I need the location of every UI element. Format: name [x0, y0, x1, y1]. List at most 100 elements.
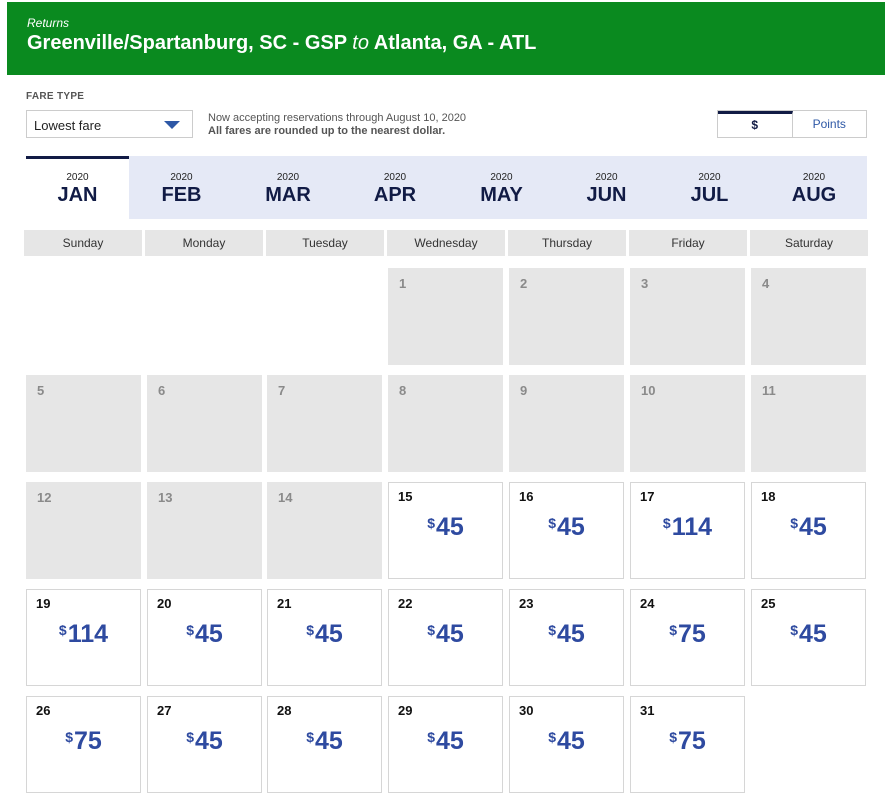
fare-type-select[interactable]: Lowest fare	[26, 110, 193, 138]
fare-price: $45	[752, 513, 865, 542]
day-cell-available[interactable]: 26 $75	[26, 696, 141, 793]
weekday-tuesday: Tuesday	[266, 230, 384, 256]
fare-price: $45	[268, 620, 381, 649]
month-tab-mar[interactable]: 2020 MAR	[234, 156, 342, 219]
day-number: 6	[158, 383, 166, 398]
day-cell-available[interactable]: 23 $45	[509, 589, 624, 686]
day-cell-available[interactable]: 15 $45	[388, 482, 503, 579]
reservation-notice: Now accepting reservations through Augus…	[208, 112, 466, 138]
fare-price: $75	[631, 727, 744, 756]
day-number: 25	[761, 596, 776, 611]
day-number: 29	[398, 703, 413, 718]
day-cell-available[interactable]: 21 $45	[267, 589, 382, 686]
fare-amount: 75	[677, 620, 706, 648]
day-cell-unavailable: 14	[267, 482, 382, 579]
day-cell-available[interactable]: 31 $75	[630, 696, 745, 793]
day-cell-unavailable: 1	[388, 268, 503, 365]
day-cell-unavailable: 5	[26, 375, 141, 472]
month-tab-name: APR	[373, 184, 417, 206]
day-cell-available[interactable]: 25 $45	[751, 589, 866, 686]
day-cell-available[interactable]: 24 $75	[630, 589, 745, 686]
day-number: 31	[640, 703, 655, 718]
month-tab-jan[interactable]: 2020 JAN	[26, 156, 129, 219]
day-cell-available[interactable]: 22 $45	[388, 589, 503, 686]
day-number: 28	[277, 703, 292, 718]
destination-label: Atlanta, GA - ATL	[373, 32, 537, 54]
fare-price: $45	[510, 620, 623, 649]
day-number: 14	[278, 490, 293, 505]
chevron-down-icon	[164, 121, 180, 129]
fare-price: $45	[389, 620, 502, 649]
month-tab-year: 2020	[170, 172, 193, 183]
month-tab-year: 2020	[276, 172, 300, 183]
currency-symbol: $	[427, 729, 435, 745]
day-number: 19	[36, 596, 51, 611]
day-cell-available[interactable]: 20 $45	[147, 589, 262, 686]
day-cell-available[interactable]: 19 $114	[26, 589, 141, 686]
fare-amount: 45	[556, 727, 585, 755]
fare-price: $114	[631, 513, 744, 542]
month-tab-year: 2020	[66, 172, 89, 183]
fare-price: $45	[389, 513, 502, 542]
currency-symbol: $	[186, 622, 194, 638]
month-tab-may[interactable]: 2020 MAY	[448, 156, 555, 219]
day-cell-available[interactable]: 16 $45	[509, 482, 624, 579]
month-tab-year: 2020	[383, 172, 407, 183]
weekday-thursday: Thursday	[508, 230, 626, 256]
fare-price: $45	[510, 513, 623, 542]
day-number: 3	[641, 276, 649, 291]
fare-amount: 45	[194, 620, 223, 648]
month-tabs: 2020 JAN 2020 FEB 2020 MAR 2020 APR 2020 MAY 2020 J…	[26, 156, 867, 219]
fare-price: $45	[752, 620, 865, 649]
fare-type-value: Lowest fare	[34, 118, 102, 133]
currency-symbol: $	[427, 622, 435, 638]
month-tab-jul[interactable]: 2020 JUL	[658, 156, 761, 219]
month-tab-name: JAN	[57, 184, 98, 206]
points-option[interactable]: Points	[812, 117, 846, 131]
dollars-option[interactable]: $	[718, 111, 793, 137]
day-number: 1	[399, 276, 407, 291]
month-tab-feb[interactable]: 2020 FEB	[129, 156, 234, 219]
day-cell-available[interactable]: 29 $45	[388, 696, 503, 793]
day-cell-available[interactable]: 28 $45	[267, 696, 382, 793]
day-number: 16	[519, 489, 534, 504]
day-cell-unavailable: 6	[147, 375, 262, 472]
day-number: 9	[520, 383, 528, 398]
fare-price: $45	[389, 727, 502, 756]
day-cell-available[interactable]: 30 $45	[509, 696, 624, 793]
day-cell-unavailable: 13	[147, 482, 262, 579]
month-tab-year: 2020	[698, 172, 721, 183]
day-cell-unavailable: 8	[388, 375, 503, 472]
currency-symbol: $	[65, 729, 73, 745]
weekday-friday: Friday	[629, 230, 747, 256]
currency-symbol: $	[662, 515, 671, 531]
fare-amount: 45	[314, 620, 343, 648]
fare-amount: 45	[556, 620, 585, 648]
fare-price: $45	[510, 727, 623, 756]
currency-toggle: $ Points	[717, 110, 867, 138]
currency-symbol: $	[669, 729, 677, 745]
day-cell-available[interactable]: 27 $45	[147, 696, 262, 793]
day-cell-unavailable: 7	[267, 375, 382, 472]
day-number: 17	[640, 489, 655, 504]
currency-symbol: $	[548, 515, 556, 531]
day-cell-available[interactable]: 17 $114	[630, 482, 745, 579]
fare-price: $114	[27, 620, 140, 649]
weekday-wednesday: Wednesday	[387, 230, 505, 256]
month-tab-jun[interactable]: 2020 JUN	[555, 156, 658, 219]
day-cell-available[interactable]: 18 $45	[751, 482, 866, 579]
month-tab-apr[interactable]: 2020 APR	[342, 156, 448, 219]
fare-amount: 45	[435, 727, 464, 755]
fare-type-label: FARE TYPE	[26, 91, 85, 102]
day-number: 5	[37, 383, 45, 398]
fare-amount: 75	[73, 727, 102, 755]
day-number: 7	[278, 383, 286, 398]
month-tab-name: FEB	[161, 184, 202, 206]
day-cell-unavailable: 9	[509, 375, 624, 472]
month-tab-aug[interactable]: 2020 AUG	[761, 156, 867, 219]
currency-symbol: $	[548, 622, 556, 638]
day-number: 13	[158, 490, 173, 505]
currency-symbol: $	[186, 729, 194, 745]
currency-symbol: $	[306, 622, 314, 638]
currency-symbol: $	[548, 729, 556, 745]
